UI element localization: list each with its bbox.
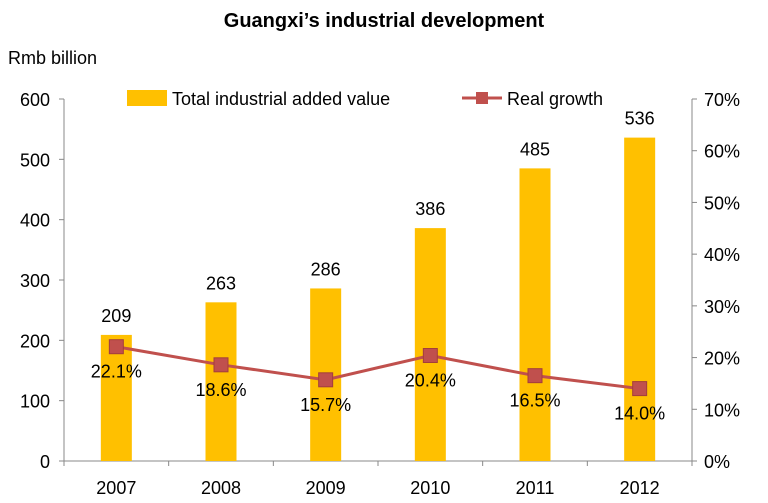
- y-left-tick-label: 300: [20, 271, 50, 291]
- growth-marker: [632, 381, 648, 397]
- y-right-tick-label: 10%: [704, 400, 740, 420]
- bar-value-label: 536: [625, 109, 655, 129]
- y-left-tick-label: 0: [40, 452, 50, 472]
- growth-marker: [108, 339, 124, 355]
- x-tick-label: 2010: [410, 478, 450, 498]
- growth-line: [116, 345, 640, 391]
- growth-value-label: 18.6%: [195, 380, 246, 400]
- y-right-tick-label: 40%: [704, 245, 740, 265]
- x-tick-label: 2008: [201, 478, 241, 498]
- bar-value-label: 209: [101, 306, 131, 326]
- legend-bar-swatch: [127, 90, 167, 106]
- x-tick-label: 2012: [620, 478, 660, 498]
- legend-bar-label: Total industrial added value: [172, 89, 390, 109]
- x-tick-label: 2007: [96, 478, 136, 498]
- y-right-tick-label: 0%: [704, 452, 730, 472]
- axis-ticks: 0 100 200 300 400 500 600 0% 10% 20% 30% 40% 50% 60% 7…: [20, 90, 740, 498]
- y-right-tick-label: 60%: [704, 142, 740, 162]
- bar: [624, 137, 656, 461]
- growth-value-label: 22.1%: [91, 362, 142, 382]
- growth-value-label: 20.4%: [405, 371, 456, 391]
- y-right-tick-label: 20%: [704, 349, 740, 369]
- growth-marker: [422, 348, 438, 364]
- growth-value-label: 16.5%: [509, 391, 560, 411]
- growth-marker: [318, 372, 334, 388]
- y-right-tick-label: 30%: [704, 297, 740, 317]
- y-left-tick-label: 600: [20, 90, 50, 110]
- x-tick-label: 2009: [306, 478, 346, 498]
- chart-title: Guangxi’s industrial development: [224, 10, 545, 32]
- bar: [205, 302, 237, 461]
- growth-value-label: 14.0%: [614, 404, 665, 424]
- bar-value-label: 485: [520, 139, 550, 159]
- growth-marker: [213, 357, 229, 373]
- bar: [414, 228, 446, 461]
- bar-value-label: 386: [415, 199, 445, 219]
- legend-line-label: Real growth: [507, 89, 603, 109]
- bar-value-label: 263: [206, 273, 236, 293]
- data-labels: 209 263 286 386 485 536 22.1% 18.6% 15.7% 20.4% 16…: [91, 109, 665, 424]
- bar-series: [100, 137, 656, 461]
- y-left-tick-label: 200: [20, 331, 50, 351]
- bar-value-label: 286: [311, 259, 341, 279]
- bar: [519, 168, 551, 461]
- y-axis-left-label: Rmb billion: [8, 48, 97, 68]
- y-left-tick-label: 500: [20, 150, 50, 170]
- y-right-tick-label: 70%: [704, 90, 740, 110]
- line-series: [108, 339, 648, 397]
- growth-value-label: 15.7%: [300, 395, 351, 415]
- y-left-tick-label: 100: [20, 392, 50, 412]
- y-left-tick-label: 400: [20, 211, 50, 231]
- legend: Total industrial added value Real growth: [127, 89, 603, 109]
- x-tick-label: 2011: [516, 478, 555, 498]
- bar: [100, 334, 132, 461]
- y-right-tick-label: 50%: [704, 193, 740, 213]
- legend-line-marker: [476, 92, 488, 104]
- growth-marker: [527, 368, 543, 384]
